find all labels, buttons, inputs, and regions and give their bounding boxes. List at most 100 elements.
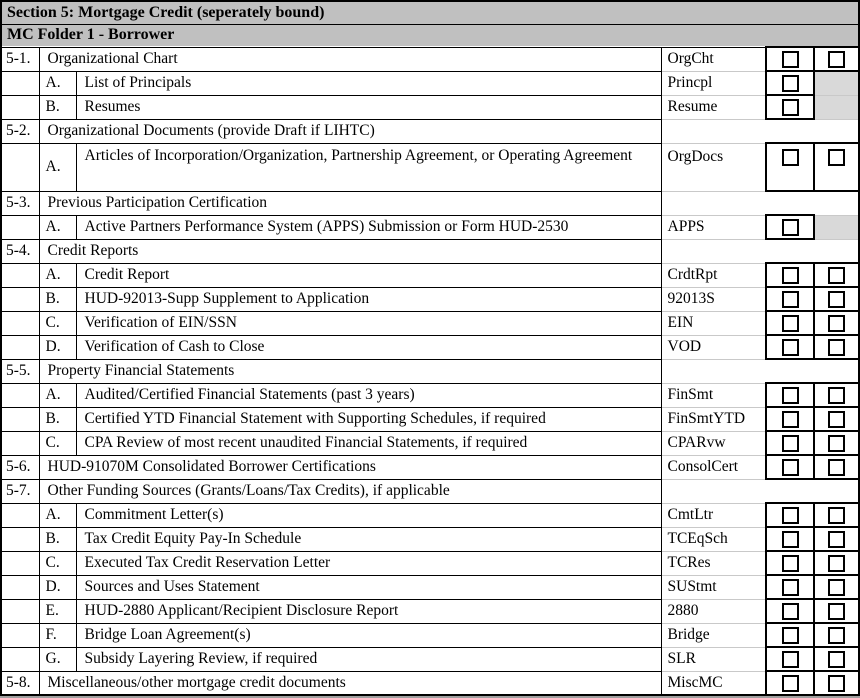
checkbox-cell-1	[765, 382, 815, 408]
checkbox[interactable]	[828, 530, 846, 548]
checkbox[interactable]	[828, 149, 846, 166]
checkbox[interactable]	[828, 314, 846, 332]
description-cell: Organizational Chart	[38, 46, 662, 72]
empty-cell	[766, 358, 814, 384]
checkbox-cell-1	[765, 262, 815, 288]
table-row-5-7-F: F. Bridge Loan Agreement(s) Bridge	[0, 622, 860, 648]
checkbox[interactable]	[828, 554, 846, 572]
checkbox[interactable]	[781, 149, 799, 166]
checkbox[interactable]	[828, 290, 846, 308]
row-number-cell	[0, 334, 40, 360]
shaded-cell-2	[814, 94, 860, 120]
checkbox-cell-2	[812, 142, 860, 192]
row-number-cell	[0, 142, 40, 192]
code-cell: CrdtRpt	[660, 262, 766, 288]
code-cell: CmtLtr	[660, 502, 766, 528]
row-letter-cell: B.	[38, 94, 77, 120]
checkbox[interactable]	[828, 650, 846, 668]
code-cell: FinSmtYTD	[660, 406, 766, 432]
checkbox[interactable]	[781, 290, 799, 308]
code-cell: SUStmt	[660, 574, 766, 600]
checkbox[interactable]	[828, 458, 846, 476]
row-letter-cell: B.	[38, 406, 77, 432]
row-letter-cell: D.	[38, 574, 77, 600]
section-title-cell: Previous Participation Certification	[38, 190, 662, 216]
code-cell: OrgCht	[660, 46, 766, 72]
table-row-5-5-B: B. Certified YTD Financial Statement with…	[0, 406, 860, 432]
checkbox-cell-1	[765, 70, 815, 96]
row-number-cell: 5-6.	[0, 454, 40, 480]
table-row-5-6: 5-6. HUD-91070M Consolidated Borrower Cer…	[0, 454, 860, 480]
checkbox[interactable]	[781, 650, 799, 668]
checkbox[interactable]	[781, 626, 799, 644]
checkbox[interactable]	[781, 314, 799, 332]
row-letter-cell: A.	[38, 70, 77, 96]
checkbox-cell-1	[765, 526, 815, 552]
checkbox[interactable]	[828, 578, 846, 596]
checkbox[interactable]	[828, 266, 846, 284]
code-cell: 2880	[660, 598, 766, 624]
checkbox[interactable]	[781, 50, 799, 68]
row-letter-cell: A.	[38, 502, 77, 528]
checkbox[interactable]	[781, 74, 799, 92]
checkbox-cell-1	[765, 574, 815, 600]
checkbox[interactable]	[828, 674, 846, 692]
checkbox[interactable]	[781, 338, 799, 356]
checkbox[interactable]	[781, 410, 799, 428]
checkbox[interactable]	[781, 602, 799, 620]
description-cell: Credit Report	[75, 262, 662, 288]
code-cell: ConsolCert	[660, 454, 766, 480]
checkbox[interactable]	[781, 506, 799, 524]
checkbox-cell-1	[765, 550, 815, 576]
checkbox[interactable]	[781, 266, 799, 284]
row-letter-cell: F.	[38, 622, 77, 648]
checkbox[interactable]	[828, 410, 846, 428]
checkbox-cell-2	[812, 262, 860, 288]
description-cell: Sources and Uses Statement	[75, 574, 662, 600]
row-number-cell: 5-7.	[0, 478, 40, 504]
checkbox[interactable]	[828, 602, 846, 620]
checkbox[interactable]	[828, 50, 846, 68]
checkbox[interactable]	[828, 626, 846, 644]
row-number-cell	[0, 550, 40, 576]
checkbox[interactable]	[828, 338, 846, 356]
row-number-cell	[0, 262, 40, 288]
folder-header-row: MC Folder 1 - Borrower	[0, 23, 860, 48]
description-cell: HUD-91070M Consolidated Borrower Certifi…	[38, 454, 662, 480]
table-row-5-5-A: A. Audited/Certified Financial Statements…	[0, 382, 860, 408]
code-cell: EIN	[660, 310, 766, 336]
description-cell: Resumes	[75, 94, 662, 120]
empty-cell	[814, 238, 860, 264]
table-row-5-7-G: G. Subsidy Layering Review, if required SL…	[0, 646, 860, 672]
checkbox-cell-2	[812, 598, 860, 624]
checkbox-cell-2	[812, 46, 860, 72]
empty-cell	[766, 478, 814, 504]
row-number-cell	[0, 574, 40, 600]
row-letter-cell: E.	[38, 598, 77, 624]
checkbox[interactable]	[828, 386, 846, 404]
row-letter-cell: A.	[38, 142, 77, 192]
checkbox-cell-2	[812, 310, 860, 336]
description-cell: Verification of Cash to Close	[75, 334, 662, 360]
shaded-cell-2	[814, 214, 860, 240]
checkbox[interactable]	[781, 458, 799, 476]
row-letter-cell: G.	[38, 646, 77, 672]
checkbox[interactable]	[781, 674, 799, 692]
checkbox[interactable]	[828, 434, 846, 452]
checkbox[interactable]	[781, 386, 799, 404]
checkbox-cell-2	[812, 382, 860, 408]
checkbox[interactable]	[781, 578, 799, 596]
description-cell: Active Partners Performance System (APPS…	[75, 214, 662, 240]
code-cell: Bridge	[660, 622, 766, 648]
checkbox-cell-1	[765, 214, 815, 240]
checkbox[interactable]	[781, 554, 799, 572]
checkbox[interactable]	[781, 218, 799, 236]
row-number-cell	[0, 214, 40, 240]
row-number-cell: 5-1.	[0, 46, 40, 72]
row-letter-cell: C.	[38, 430, 77, 456]
row-number-cell: 5-5.	[0, 358, 40, 384]
checkbox[interactable]	[781, 434, 799, 452]
checkbox[interactable]	[828, 506, 846, 524]
checkbox[interactable]	[781, 98, 799, 116]
checkbox[interactable]	[781, 530, 799, 548]
